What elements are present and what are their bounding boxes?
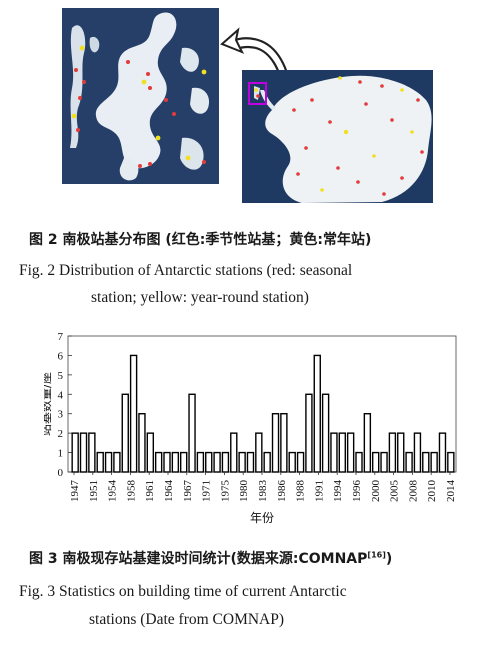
figure3-caption-cn-text: 图 3 南极现存站基建设时间统计(数据来源:COMNAP: [29, 551, 368, 567]
bar: [288, 451, 296, 473]
zoom-highlight-box: [248, 82, 267, 105]
bar: [363, 413, 372, 473]
bar: [213, 451, 221, 473]
x-tick-label: 1994: [332, 480, 344, 503]
x-tick-label: 1961: [144, 480, 156, 502]
peninsula-stations: [71, 45, 207, 168]
x-tick-label: 1971: [201, 480, 213, 502]
x-axis-label: 年份: [250, 511, 274, 525]
bar: [271, 413, 280, 473]
x-tick-label: 1991: [313, 480, 325, 502]
x-tick-label: 2000: [370, 480, 382, 503]
antarctica-stations: [254, 76, 424, 196]
x-tick-label: 1996: [351, 480, 363, 503]
x-tick-label: 1967: [182, 480, 194, 503]
bar: [230, 432, 238, 473]
bar: [355, 451, 363, 473]
y-tick-label: 6: [58, 350, 64, 362]
antarctica-map: [242, 70, 433, 203]
bar: [146, 432, 155, 473]
bar: [346, 432, 355, 473]
bar: [371, 451, 380, 473]
x-tick-label: 2010: [426, 480, 438, 503]
bar: [397, 432, 405, 473]
y-tick-label: 5: [58, 370, 64, 382]
bar: [238, 451, 246, 473]
peninsula-map: [62, 8, 219, 184]
x-tick-label: 1958: [125, 480, 137, 503]
bar: [205, 451, 213, 473]
figure3-caption-en-line2: stations (Date from COMNAP): [89, 611, 285, 628]
y-axis-label: 站基数量/座: [44, 372, 53, 436]
x-tick-label: 1951: [88, 480, 100, 502]
bar: [438, 432, 447, 473]
x-tick-label: 2005: [389, 480, 401, 503]
station-build-year-chart: 0 1 2 3 4 5 6 7 1947 1951 1954 1958 1961 1964 1967 1971…: [38, 326, 464, 526]
x-tick-label: 1954: [107, 480, 119, 503]
bar: [405, 451, 413, 473]
bar: [138, 413, 146, 473]
bar: [338, 432, 347, 473]
bar: [71, 432, 79, 473]
x-tick-label: 1983: [257, 480, 269, 503]
figure2-caption-en-line1: Fig. 2 Distribution of Antarctic station…: [19, 262, 353, 279]
x-tick-label: 1947: [69, 480, 81, 503]
bar: [296, 451, 305, 473]
bar: [280, 413, 288, 473]
bar: [196, 451, 205, 473]
bar: [246, 451, 255, 473]
bar: [380, 451, 388, 473]
x-tick-label: 1980: [238, 480, 250, 503]
bar: [171, 451, 180, 473]
figure3-caption-cn: 图 3 南极现存站基建设时间统计(数据来源:COMNAP[16]): [29, 548, 392, 568]
bar: [263, 451, 271, 473]
bar: [88, 432, 96, 473]
x-tick-label: 1964: [163, 480, 175, 503]
bar: [163, 451, 171, 473]
y-tick-label: 4: [58, 389, 64, 401]
bar: [430, 451, 438, 473]
bar: [388, 432, 397, 473]
bar: [221, 451, 230, 473]
figure2-caption-en-line2: station; yellow: year-round station): [91, 289, 309, 306]
bar: [305, 393, 313, 473]
bar: [179, 451, 188, 473]
bar: [321, 393, 330, 473]
bar: [113, 451, 121, 473]
bar: [413, 432, 422, 473]
bar: [447, 451, 455, 473]
bar: [121, 393, 129, 473]
y-tick-label: 3: [58, 409, 64, 421]
y-tick-label: 7: [58, 331, 64, 343]
figure2-caption-cn: 图 2 南极站基分布图 (红色:季节性站基；黄色:常年站): [29, 232, 372, 248]
bar: [79, 432, 88, 473]
figure3-caption-ref: [16]: [367, 550, 386, 560]
bar: [255, 432, 263, 473]
y-tick-label: 2: [58, 428, 64, 440]
figure3-caption-en-line1: Fig. 3 Statistics on building time of cu…: [19, 583, 347, 600]
y-tick-label: 1: [58, 448, 64, 460]
x-tick-label: 2008: [407, 480, 419, 503]
bar: [313, 354, 321, 473]
bar: [330, 432, 338, 473]
bar: [129, 354, 138, 473]
bar: [188, 393, 196, 473]
x-tick-label: 1975: [219, 480, 231, 503]
y-tick-label: 0: [58, 467, 64, 479]
bar: [104, 451, 113, 473]
figure3-caption-cn-end: ): [385, 551, 393, 567]
x-tick-label: 2014: [445, 480, 457, 503]
bar: [96, 451, 104, 473]
bar: [154, 451, 163, 473]
x-tick-label: 1986: [276, 480, 288, 503]
bar: [422, 451, 430, 473]
x-tick-label: 1988: [295, 480, 307, 503]
